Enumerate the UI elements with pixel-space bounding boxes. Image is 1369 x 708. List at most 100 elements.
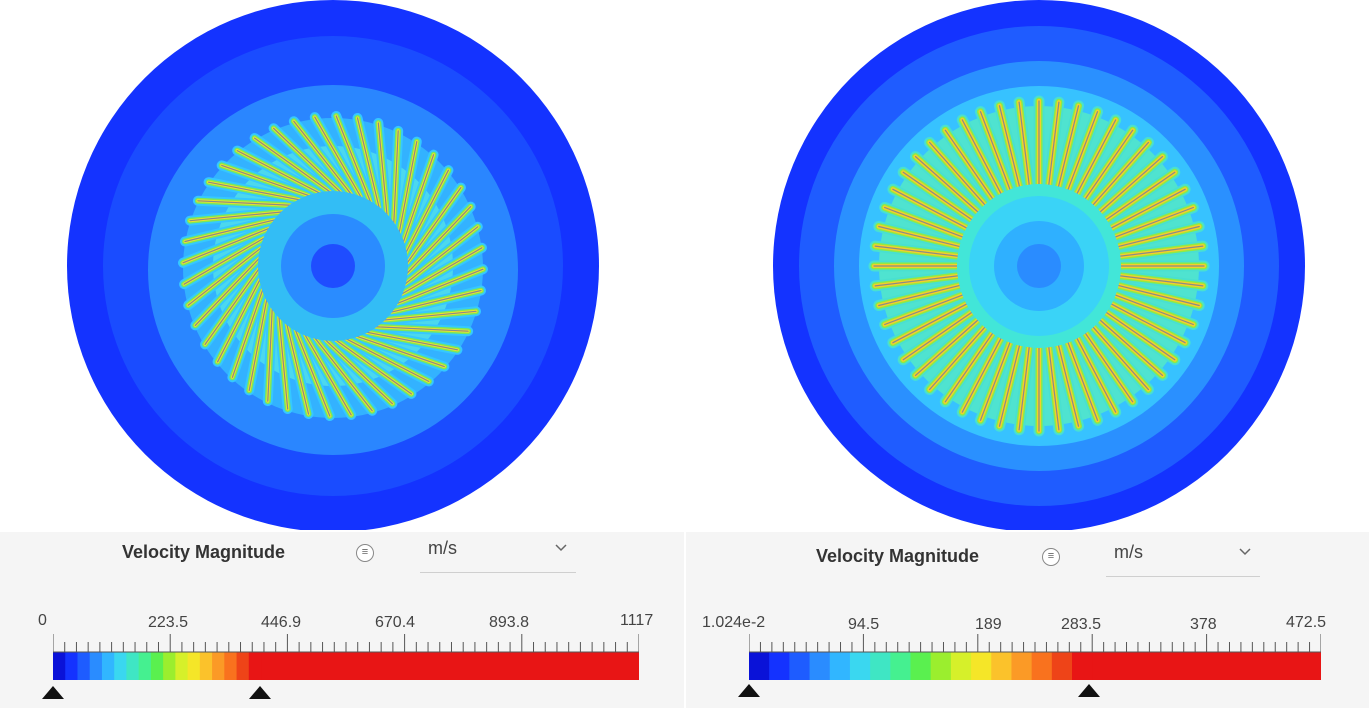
blade-streak [874, 275, 961, 287]
color-scale-segment [261, 652, 639, 680]
color-scale-bar[interactable] [53, 628, 639, 688]
range-min-marker[interactable] [42, 686, 64, 699]
blade-streak [204, 265, 262, 345]
blade-streak [335, 115, 373, 206]
blade-streak [379, 310, 477, 321]
blade-streak [1057, 105, 1080, 189]
list-icon[interactable]: ≡ [356, 544, 374, 562]
color-scale-segment [910, 652, 932, 680]
left-domain-view [67, 0, 599, 530]
blade-streak [386, 289, 482, 314]
blade-streak [194, 255, 263, 326]
blade-streak [1109, 188, 1186, 230]
blade-streak [401, 154, 435, 247]
blade-streak [928, 325, 987, 391]
color-scale-segment [1092, 652, 1321, 680]
blade-streak [356, 117, 381, 213]
list-icon[interactable]: ≡ [1042, 548, 1060, 566]
blade-streak [1113, 293, 1194, 326]
unit-value: m/s [428, 538, 457, 558]
range-min-marker[interactable] [738, 684, 760, 697]
color-scale-segment [890, 652, 912, 680]
blade-streak [293, 326, 331, 417]
blade-streak [362, 330, 458, 351]
right-domain-view [773, 0, 1305, 530]
blade-streak [342, 336, 430, 382]
blade-streak [254, 137, 334, 195]
blade-streak [998, 105, 1021, 189]
blade-streak [928, 141, 987, 207]
blade-streak [1075, 119, 1117, 196]
blade-streak [979, 340, 1012, 421]
color-scale-segment [114, 652, 127, 680]
blade-streak [884, 293, 965, 326]
blade-streak [332, 337, 412, 395]
blade-streak [979, 111, 1012, 192]
blade-streak [1018, 344, 1031, 431]
blade-streak [1109, 302, 1186, 344]
color-scale-segment [1051, 652, 1073, 680]
color-scale-segment [829, 652, 851, 680]
tick-label: 0 [38, 612, 47, 629]
color-scale-segment [1072, 652, 1093, 680]
blade-streak [892, 188, 969, 230]
range-max-marker[interactable] [249, 686, 271, 699]
blade-streak [1066, 111, 1099, 192]
color-scale-segment [236, 652, 250, 680]
color-scale-segment [224, 652, 238, 680]
blade-streak [397, 247, 483, 297]
blade-streak [273, 127, 344, 196]
color-scale-bar[interactable] [749, 628, 1321, 688]
color-scale-segment [809, 652, 831, 680]
blade-streak [236, 150, 324, 196]
blade-streak [403, 206, 472, 277]
tick-label: 472.5 [1286, 614, 1327, 631]
blade-streak [217, 275, 263, 363]
blade-streak [902, 310, 974, 361]
blade-streak [371, 326, 469, 332]
blade-streak [397, 141, 418, 237]
blade-streak [1091, 141, 1150, 207]
color-scale-segment [1031, 652, 1053, 680]
range-max-marker[interactable] [1078, 684, 1100, 697]
chevron-down-icon [1239, 548, 1251, 556]
blade-streak [403, 169, 449, 257]
blade-streak [878, 284, 962, 307]
blade-streak [1047, 101, 1060, 188]
blade-streak [1057, 343, 1080, 427]
blade-streak [278, 312, 289, 410]
blade-streak [1104, 310, 1176, 361]
blade-streak [183, 235, 269, 285]
blade-streak [184, 218, 280, 243]
blade-streak [892, 302, 969, 344]
blade-streak [352, 334, 445, 368]
unit-value: m/s [1114, 542, 1143, 562]
legend-title: Velocity Magnitude [122, 542, 286, 562]
color-scale-segment [870, 652, 891, 680]
blade-streak [1104, 171, 1176, 222]
legend-title: Velocity Magnitude [816, 546, 980, 566]
blade-streak [182, 226, 273, 264]
tick-label: 1117 [620, 612, 654, 629]
unit-select[interactable]: m/s [1106, 536, 1260, 577]
blade-streak [1066, 340, 1099, 421]
chevron-down-icon [555, 544, 567, 552]
blade-streak [189, 211, 287, 222]
color-scale-segment [769, 652, 790, 680]
color-scale-segment [187, 652, 201, 680]
blade-streak [393, 130, 399, 228]
color-scale-segment [1011, 652, 1033, 680]
blade-streak [248, 295, 269, 391]
blade-streak [302, 330, 352, 416]
blade-streak [878, 225, 962, 248]
blade-streak [998, 343, 1021, 427]
blade-streak [401, 226, 479, 287]
color-scale-segment [971, 652, 992, 680]
color-scale-segment [199, 652, 213, 680]
unit-select[interactable]: m/s [420, 532, 576, 573]
blade-streak [914, 318, 980, 376]
color-scale-segment [991, 652, 1012, 680]
blade-streak [914, 156, 980, 214]
color-scale-segment [89, 652, 103, 680]
tick-label: 94.5 [848, 616, 880, 633]
